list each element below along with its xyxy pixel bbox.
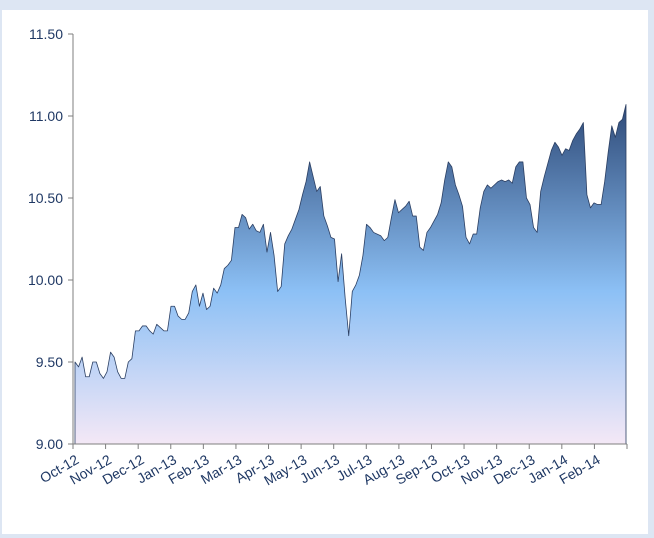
- y-tick-label: 11.00: [29, 108, 63, 124]
- y-tick-label: 9.00: [36, 436, 63, 452]
- y-tick-label: 11.50: [29, 26, 63, 42]
- y-tick-label: 10.50: [28, 190, 63, 206]
- y-tick-label: 9.50: [36, 354, 63, 370]
- chart-area: 9.00 9.50 10.00 10.50 11.00 11.50 Oct-12 Nov-12…: [2, 10, 648, 534]
- area-series: [74, 104, 627, 445]
- area-chart: 9.009.5010.0010.5011.0011.50Oct-12Nov-12…: [28, 26, 628, 488]
- y-tick-label: 10.00: [28, 272, 63, 288]
